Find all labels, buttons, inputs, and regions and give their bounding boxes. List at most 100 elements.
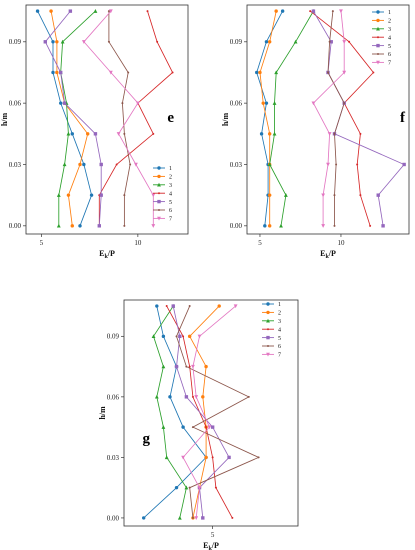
series-5 [311,9,406,228]
series-line [108,11,131,226]
data-point [184,485,189,490]
data-point [381,224,385,228]
data-point [177,515,182,520]
x-axis-label: Ek/P [99,249,115,260]
data-point [56,223,61,228]
series-line [37,10,93,226]
data-point [267,224,272,228]
y-tick-label: 0.00 [230,222,243,230]
data-point [264,101,269,105]
data-point [108,70,113,75]
y-tick-label: 0.00 [107,514,120,522]
data-point [123,132,126,135]
data-point [335,163,338,166]
legend-label: 4 [169,191,172,197]
panel-g: 0.00 0.03 0.06 0.09 5 h/m Ek/P g 1 2 3 4 5 6 7 [98,299,299,550]
data-point [267,162,272,167]
data-point [293,39,298,44]
data-point [210,425,215,429]
data-point [255,70,259,75]
data-point [259,132,264,136]
series-line [259,11,277,226]
data-point [107,40,110,43]
data-point [194,395,199,399]
plot-frame [123,299,299,527]
data-point [51,70,55,75]
legend-marker [376,10,380,14]
legend-marker [266,318,270,323]
legend-marker [266,352,270,357]
series-line [256,10,283,226]
legend-marker [157,174,161,179]
legend-label: 7 [278,353,281,359]
data-point [207,425,212,430]
data-point [267,193,272,197]
data-point [279,223,283,228]
series-line [50,11,89,226]
legend-label: 6 [388,52,391,58]
legend-label: 5 [388,44,391,50]
panel-letter: f [400,110,406,126]
data-point [369,224,372,227]
data-point [129,163,132,166]
data-point [151,224,156,228]
series-3 [267,9,316,228]
data-point [97,224,101,228]
panel-e: 0.00 0.03 0.06 0.09 5 10 h/m Ek/P e 1 2 3 4 5 6 7 [0,4,189,260]
data-point [165,305,168,308]
data-point [151,193,156,198]
data-point [197,485,202,490]
legend-label: 1 [169,166,172,172]
data-point [123,224,126,227]
series-2 [49,9,90,228]
data-point [311,9,316,13]
data-point [257,456,260,459]
x-tick-label: 5 [211,531,215,539]
data-point [174,485,179,490]
data-point [333,194,336,197]
data-point [175,335,178,338]
legend-label: 1 [278,302,281,308]
legend-label: 5 [278,336,281,342]
y-tick-label: 0.09 [230,38,243,46]
series-line [172,306,230,518]
data-point [161,425,166,429]
data-point [93,9,98,13]
data-point [161,364,166,369]
data-point [181,455,185,460]
data-point [70,132,74,136]
series-6 [107,10,132,227]
legend-marker [267,328,269,331]
data-point [339,9,343,14]
data-point [59,70,63,75]
series-5 [171,304,231,520]
series-2 [258,9,278,228]
data-point [326,162,330,167]
data-point [146,10,149,13]
y-tick-label: 0.06 [9,100,22,108]
x-axis-label: Ek/P [320,249,336,260]
data-point [321,193,326,198]
data-point [191,364,195,369]
x-axis-label: Ek/P [203,541,219,550]
legend-marker [158,192,160,195]
data-point [107,10,110,13]
data-point [274,9,278,13]
data-point [68,9,73,13]
legend-marker [376,43,380,48]
data-point [49,9,53,13]
data-point [227,455,231,460]
data-point [267,132,272,136]
data-point [342,70,347,75]
data-point [181,425,185,429]
series-4 [309,10,375,227]
legend-label: 6 [278,344,281,350]
series-line [309,10,374,226]
data-point [116,132,121,136]
y-tick-label: 0.09 [107,333,120,341]
data-point [81,40,86,44]
data-point [86,132,90,136]
legend-label: 3 [278,319,281,325]
legend-label: 4 [278,327,281,333]
legend-marker [377,53,379,55]
